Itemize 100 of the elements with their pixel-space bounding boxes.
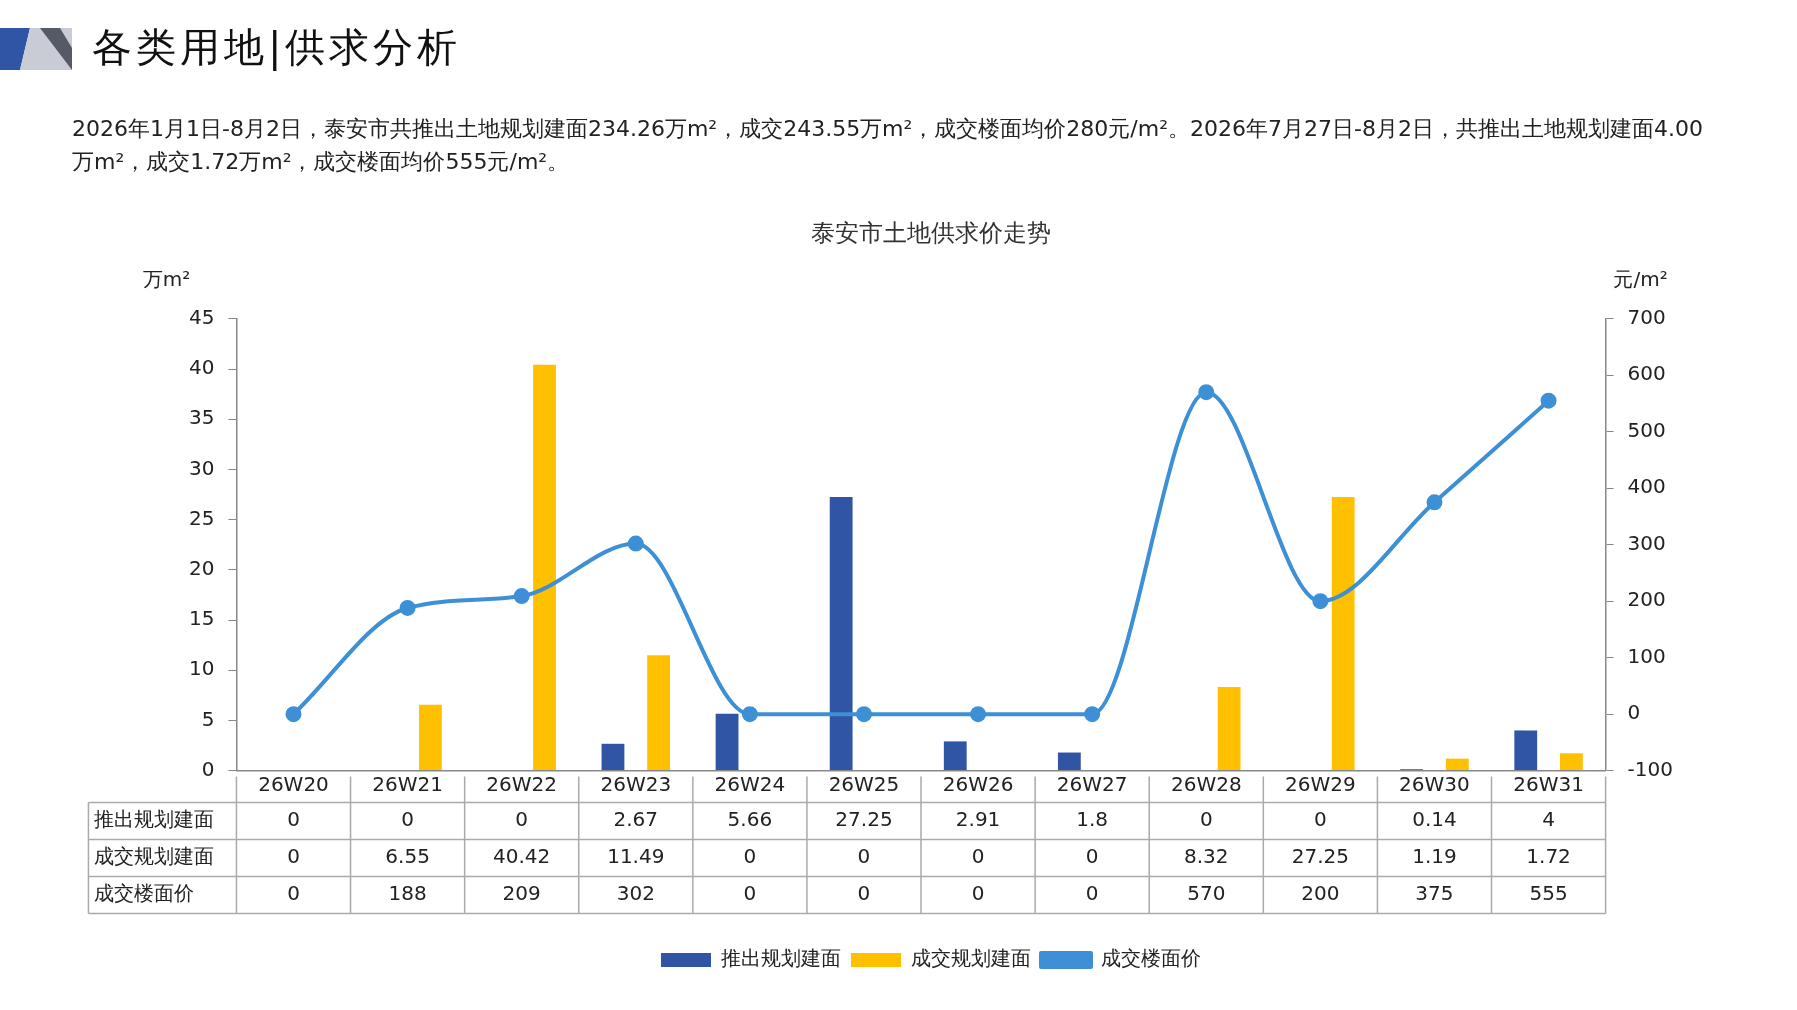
data-label: 555 (1529, 881, 1568, 906)
data-label: 0 (857, 844, 871, 869)
point (741, 706, 758, 723)
bar (601, 743, 625, 771)
point (285, 706, 302, 723)
y-tick-label: 0 (201, 756, 215, 781)
bar (715, 713, 739, 771)
data-label: 27.25 (1291, 844, 1349, 869)
y-tick-label: 15 (189, 606, 215, 631)
text: 推出规划建面 (94, 807, 215, 832)
bar (1445, 758, 1469, 771)
x-tick-label: 26W21 (372, 771, 443, 796)
data-label: 0 (971, 881, 985, 906)
data-label: 0 (287, 807, 300, 832)
x-tick-label: 26W25 (828, 771, 900, 796)
data-label: 1.8 (1076, 807, 1109, 832)
data-label: 375 (1415, 881, 1454, 906)
y2-tick-label: 700 (1627, 305, 1666, 329)
legend-label: 推出规划建面 (721, 946, 841, 971)
data-label: 0 (287, 844, 300, 869)
y-tick-label: 45 (189, 305, 215, 329)
point (513, 588, 530, 605)
y2-tick-label: 200 (1627, 587, 1666, 612)
data-label: 27.25 (835, 807, 893, 832)
data-label: 570 (1187, 881, 1226, 906)
bar (943, 741, 967, 771)
y2-axis-title: 元/m² (1613, 267, 1668, 291)
data-label: 1.19 (1412, 844, 1457, 869)
bar (647, 655, 671, 771)
x-tick-label: 26W24 (714, 771, 786, 796)
point (1540, 392, 1557, 409)
y2-tick-label: 600 (1627, 361, 1666, 386)
y-tick-label: 25 (189, 505, 215, 530)
y2-tick-label: 500 (1627, 417, 1666, 442)
data-label: 188 (388, 881, 427, 906)
data-label: 0 (1085, 844, 1099, 869)
data-label: 40.42 (493, 844, 551, 869)
legend-label: 成交规划建面 (911, 946, 1031, 971)
data-label: 0 (1085, 881, 1099, 906)
text: 成交楼面价 (94, 881, 195, 906)
y-tick-label: 30 (189, 455, 215, 480)
bar (1217, 687, 1241, 771)
point (627, 535, 644, 552)
x-tick-label: 26W27 (1056, 771, 1128, 796)
bar (533, 364, 556, 771)
data-label: 209 (502, 881, 541, 906)
point (1198, 384, 1215, 401)
point (855, 706, 872, 723)
legend-label: 成交楼面价 (1101, 946, 1201, 971)
y2-tick-label: -100 (1627, 756, 1673, 781)
x-tick-label: 26W29 (1285, 771, 1356, 796)
data-label: 200 (1301, 881, 1340, 906)
point (1084, 706, 1101, 723)
data-label: 0.14 (1412, 807, 1457, 832)
y2-tick-label: 400 (1627, 474, 1666, 499)
data-label: 5.66 (727, 807, 773, 832)
data-label: 6.55 (385, 844, 430, 869)
data-label: 2.67 (613, 807, 659, 832)
x-tick-label: 26W23 (600, 771, 672, 796)
text: 2026年1月1日-8月2日，泰安市共推出土地规划建面234.26万m²，成交243.55万m²，成交楼面均价280元/m²。2026年7月27日-8月2日，共推出土地规划建面4.00万m²，成交1.72万m²，成交楼面均价555元/m²。 (72, 115, 1704, 176)
y-tick-label: 5 (201, 706, 215, 731)
data-label: 0 (971, 844, 985, 869)
data-label: 302 (616, 881, 655, 906)
bar (1559, 753, 1583, 771)
point (970, 706, 987, 723)
text: 成交规划建面 (94, 844, 215, 869)
data-label: 1.72 (1526, 844, 1571, 869)
bar (1331, 497, 1355, 771)
y-tick-label: 40 (189, 355, 215, 380)
data-label: 0 (287, 881, 300, 906)
data-label: 0 (515, 807, 529, 832)
data-label: 4 (1542, 807, 1555, 832)
y-axis-title: 万m² (142, 267, 191, 291)
chart-title: 泰安市土地供求价走势 (811, 218, 1051, 247)
x-tick-label: 26W20 (258, 771, 329, 796)
data-label: 8.32 (1184, 844, 1229, 869)
y2-tick-label: 300 (1627, 530, 1666, 555)
y-tick-label: 35 (189, 405, 215, 430)
data-label: 0 (401, 807, 414, 832)
data-label: 11.49 (607, 844, 665, 869)
data-label: 2.91 (955, 807, 1001, 832)
x-tick-label: 26W28 (1170, 771, 1242, 796)
data-label: 0 (1199, 807, 1213, 832)
bar (1057, 752, 1081, 771)
data-label: 0 (1314, 807, 1327, 832)
bar (829, 497, 853, 771)
y-tick-label: 10 (189, 656, 215, 681)
bar (419, 704, 442, 771)
data-label: 0 (857, 881, 871, 906)
y2-tick-label: 100 (1627, 643, 1666, 668)
x-tick-label: 26W31 (1513, 771, 1584, 796)
text: 各类用地|供求分析 (92, 23, 462, 73)
data-label: 0 (743, 881, 757, 906)
point (399, 599, 416, 616)
y2-tick-label: 0 (1627, 700, 1641, 725)
y-tick-label: 20 (189, 556, 215, 580)
data-label: 0 (743, 844, 757, 869)
point (1312, 593, 1329, 610)
x-tick-label: 26W26 (942, 771, 1014, 796)
point (1426, 494, 1443, 511)
